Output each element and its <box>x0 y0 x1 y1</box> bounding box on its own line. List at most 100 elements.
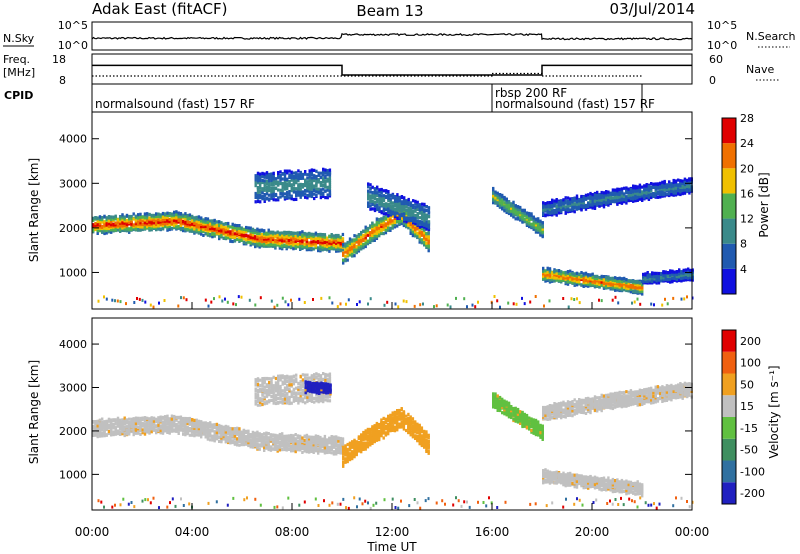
echo-cell <box>589 194 592 198</box>
echo-cell <box>137 227 140 232</box>
echo-cell <box>425 224 428 228</box>
echo-cell <box>92 420 95 424</box>
echo-cell <box>514 211 517 215</box>
echo-cell <box>139 215 142 219</box>
echo-cell <box>119 217 122 221</box>
echo-cell <box>405 208 408 212</box>
echo-cell <box>669 273 672 277</box>
echo-cell <box>312 247 315 251</box>
echo-cell <box>360 235 363 240</box>
echo-cell <box>139 212 142 216</box>
echo-cell <box>286 191 289 195</box>
echo-cell <box>389 228 392 232</box>
echo-cell <box>530 212 533 216</box>
echo-cell <box>287 230 291 234</box>
ground-scatter-cell <box>383 303 386 307</box>
echo-cell <box>287 233 291 237</box>
echo-cell <box>366 228 370 232</box>
echo-cell <box>400 212 404 216</box>
echo-cell <box>267 240 270 244</box>
echo-cell <box>339 245 342 249</box>
echo-cell <box>152 417 156 421</box>
echo-cell <box>382 212 386 216</box>
echo-cell <box>544 204 547 208</box>
echo-cell <box>378 188 381 192</box>
echo-cell <box>222 222 225 226</box>
echo-cell <box>270 196 273 200</box>
ground-scatter-cell <box>303 301 306 304</box>
echo-cell <box>362 229 365 233</box>
echo-cell <box>177 431 180 435</box>
echo-cell <box>360 243 363 247</box>
echo-cell <box>382 198 386 202</box>
echo-cell <box>391 224 394 228</box>
echo-cell <box>593 280 597 284</box>
echo-cell <box>505 198 508 202</box>
echo-cell <box>308 233 311 238</box>
echo-cell <box>301 176 305 180</box>
echo-cell <box>310 240 313 244</box>
echo-cell <box>240 233 243 237</box>
ground-scatter-cell <box>567 305 570 309</box>
echo-cell <box>362 233 365 237</box>
echo-cell <box>92 426 95 430</box>
echo-cell <box>116 220 120 224</box>
echo-cell <box>378 223 381 227</box>
echo-cell <box>659 183 662 187</box>
echo-cell <box>107 423 111 427</box>
echo-cell <box>317 189 320 193</box>
echo-cell <box>143 432 147 436</box>
echo-cell <box>396 195 399 199</box>
echo-cell <box>263 239 266 243</box>
echo-cell <box>304 178 307 182</box>
echo-cell <box>281 244 284 248</box>
echo-cell <box>623 276 626 280</box>
ground-scatter-cell <box>133 301 136 304</box>
echo-cell <box>319 244 322 248</box>
echo-cell <box>625 195 628 199</box>
echo-cell <box>215 229 219 233</box>
echo-cell <box>416 231 419 235</box>
echo-cell <box>105 216 108 220</box>
echo-cell <box>636 283 639 287</box>
echo-cell <box>647 188 651 192</box>
echo-cell <box>236 237 239 242</box>
echo-cell <box>376 198 379 202</box>
echo-cell <box>321 245 324 249</box>
echo-cell <box>380 227 383 231</box>
echo-cell <box>193 230 196 234</box>
echo-cell <box>548 210 552 214</box>
echo-cell <box>507 202 511 207</box>
echo-cell <box>137 421 140 425</box>
echo-cell <box>609 286 612 290</box>
echo-cell <box>661 189 664 193</box>
noise-right-tick-high: 10^5 <box>707 19 737 32</box>
echo-cell <box>132 417 135 421</box>
echo-cell <box>673 270 676 274</box>
echo-cell <box>609 198 612 202</box>
cpid-entry-text: normalsound (fast) 157 RF <box>95 97 255 111</box>
echo-cell <box>544 213 547 217</box>
echo-cell <box>341 237 345 241</box>
echo-cell <box>128 430 131 435</box>
echo-cell <box>423 214 426 218</box>
echo-cell <box>148 417 151 421</box>
ground-scatter-cell <box>149 303 152 307</box>
echo-cell <box>593 274 597 278</box>
echo-cell <box>371 185 374 189</box>
echo-cell <box>387 212 390 216</box>
echo-cell <box>384 228 388 232</box>
echo-cell <box>110 431 113 435</box>
echo-cell <box>427 211 431 215</box>
echo-cell <box>627 281 630 286</box>
echo-cell <box>260 228 264 232</box>
echo-cell <box>272 198 275 202</box>
echo-cell <box>678 278 681 282</box>
echo-cell <box>157 426 160 430</box>
echo-cell <box>251 227 255 231</box>
echo-cell <box>324 184 327 188</box>
echo-cell <box>507 211 511 216</box>
echo-cell <box>339 241 342 245</box>
echo-cell <box>195 426 198 430</box>
echo-cell <box>328 241 331 245</box>
